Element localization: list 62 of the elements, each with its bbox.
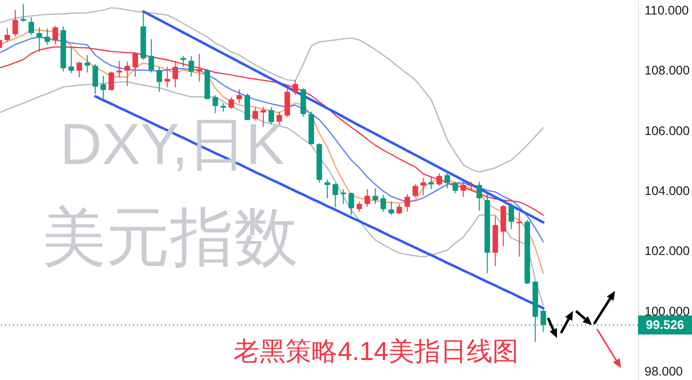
candlestick [276,111,282,126]
y-tick-label: 100.000 [644,304,690,318]
candlestick [228,96,234,110]
candlestick [180,55,186,68]
y-tick-label: 106.000 [644,124,690,138]
candlestick [132,52,138,78]
candlestick [516,211,522,258]
y-tick-label: 98.000 [644,364,683,378]
candlestick [156,66,162,92]
candlestick [364,188,370,208]
candlestick [164,66,170,88]
candlestick [396,203,402,214]
candlestick [404,194,410,212]
annotation: 老黑策略4.14美指日线图 [234,336,518,366]
y-tick-label: 102.000 [644,244,690,258]
candlestick [52,25,58,45]
candlestick [172,60,178,88]
candlestick [116,60,122,78]
candlestick [148,38,154,74]
candlestick [428,176,434,190]
candlestick [412,184,418,198]
candlestick [252,106,258,122]
candlestick [388,201,394,216]
candlestick [332,182,338,208]
candlestick [44,28,50,46]
candlestick [76,61,82,78]
candlestick [420,177,426,196]
candlestick [348,192,354,216]
candlestick [324,178,330,199]
y-tick-label: 104.000 [644,184,690,198]
candlestick [124,61,130,87]
ref-line-label: 99.526 [646,318,684,332]
candlestick [268,106,274,124]
line-series [0,7,544,173]
candlestick [108,71,114,92]
candlestick [12,9,18,38]
candlestick [292,80,298,96]
candlestick [196,53,202,82]
candlestick [20,3,26,22]
candlestick [36,26,42,52]
candlestick [84,54,90,74]
candlestick [340,188,346,204]
candlestick [436,172,442,186]
candlestick [380,194,386,212]
candlestick [452,181,458,194]
candlestick [284,88,290,118]
y-tick-label: 110.000 [644,3,689,18]
candlestick [188,55,194,78]
candlestick [372,188,378,204]
candlestick [444,170,450,189]
y-tick-label: 108.000 [644,64,690,78]
candlestick [4,27,10,42]
candlestick [92,64,98,94]
candlestick [100,75,106,100]
candlestick [28,16,34,36]
candlestick [476,181,482,212]
candlestick [212,94,218,114]
candlestick [356,201,362,212]
candlestick [460,181,466,198]
candlestick [508,202,514,230]
candlestick [68,46,74,74]
candlestick [236,88,242,104]
